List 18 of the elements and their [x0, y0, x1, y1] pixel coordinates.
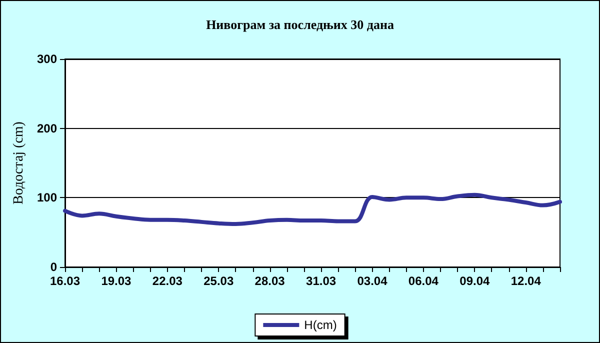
y-tick-label: 0	[50, 260, 58, 274]
legend-label: H(cm)	[304, 318, 337, 332]
x-tick-label: 25.03	[204, 274, 234, 288]
x-tick-label: 19.03	[101, 274, 132, 288]
x-tick-label: 16.03	[50, 274, 80, 288]
y-tick-label: 100	[36, 190, 58, 205]
x-tick-label: 22.03	[152, 274, 183, 288]
x-tick-label: 06.04	[408, 274, 439, 288]
y-axis-title: Водостај (cm)	[12, 121, 27, 204]
x-tick-label: 09.04	[460, 274, 490, 288]
y-tick-label: 300	[36, 52, 58, 66]
x-tick-label: 28.03	[254, 274, 286, 288]
x-tick-label: 03.04	[357, 274, 388, 288]
x-tick-label: 12.04	[510, 274, 542, 288]
line-series	[63, 192, 562, 226]
y-tick-label: 200	[36, 121, 58, 136]
chart-title: Нивограм за последњих 30 дана	[206, 17, 394, 32]
x-tick-label: 31.03	[306, 274, 336, 288]
